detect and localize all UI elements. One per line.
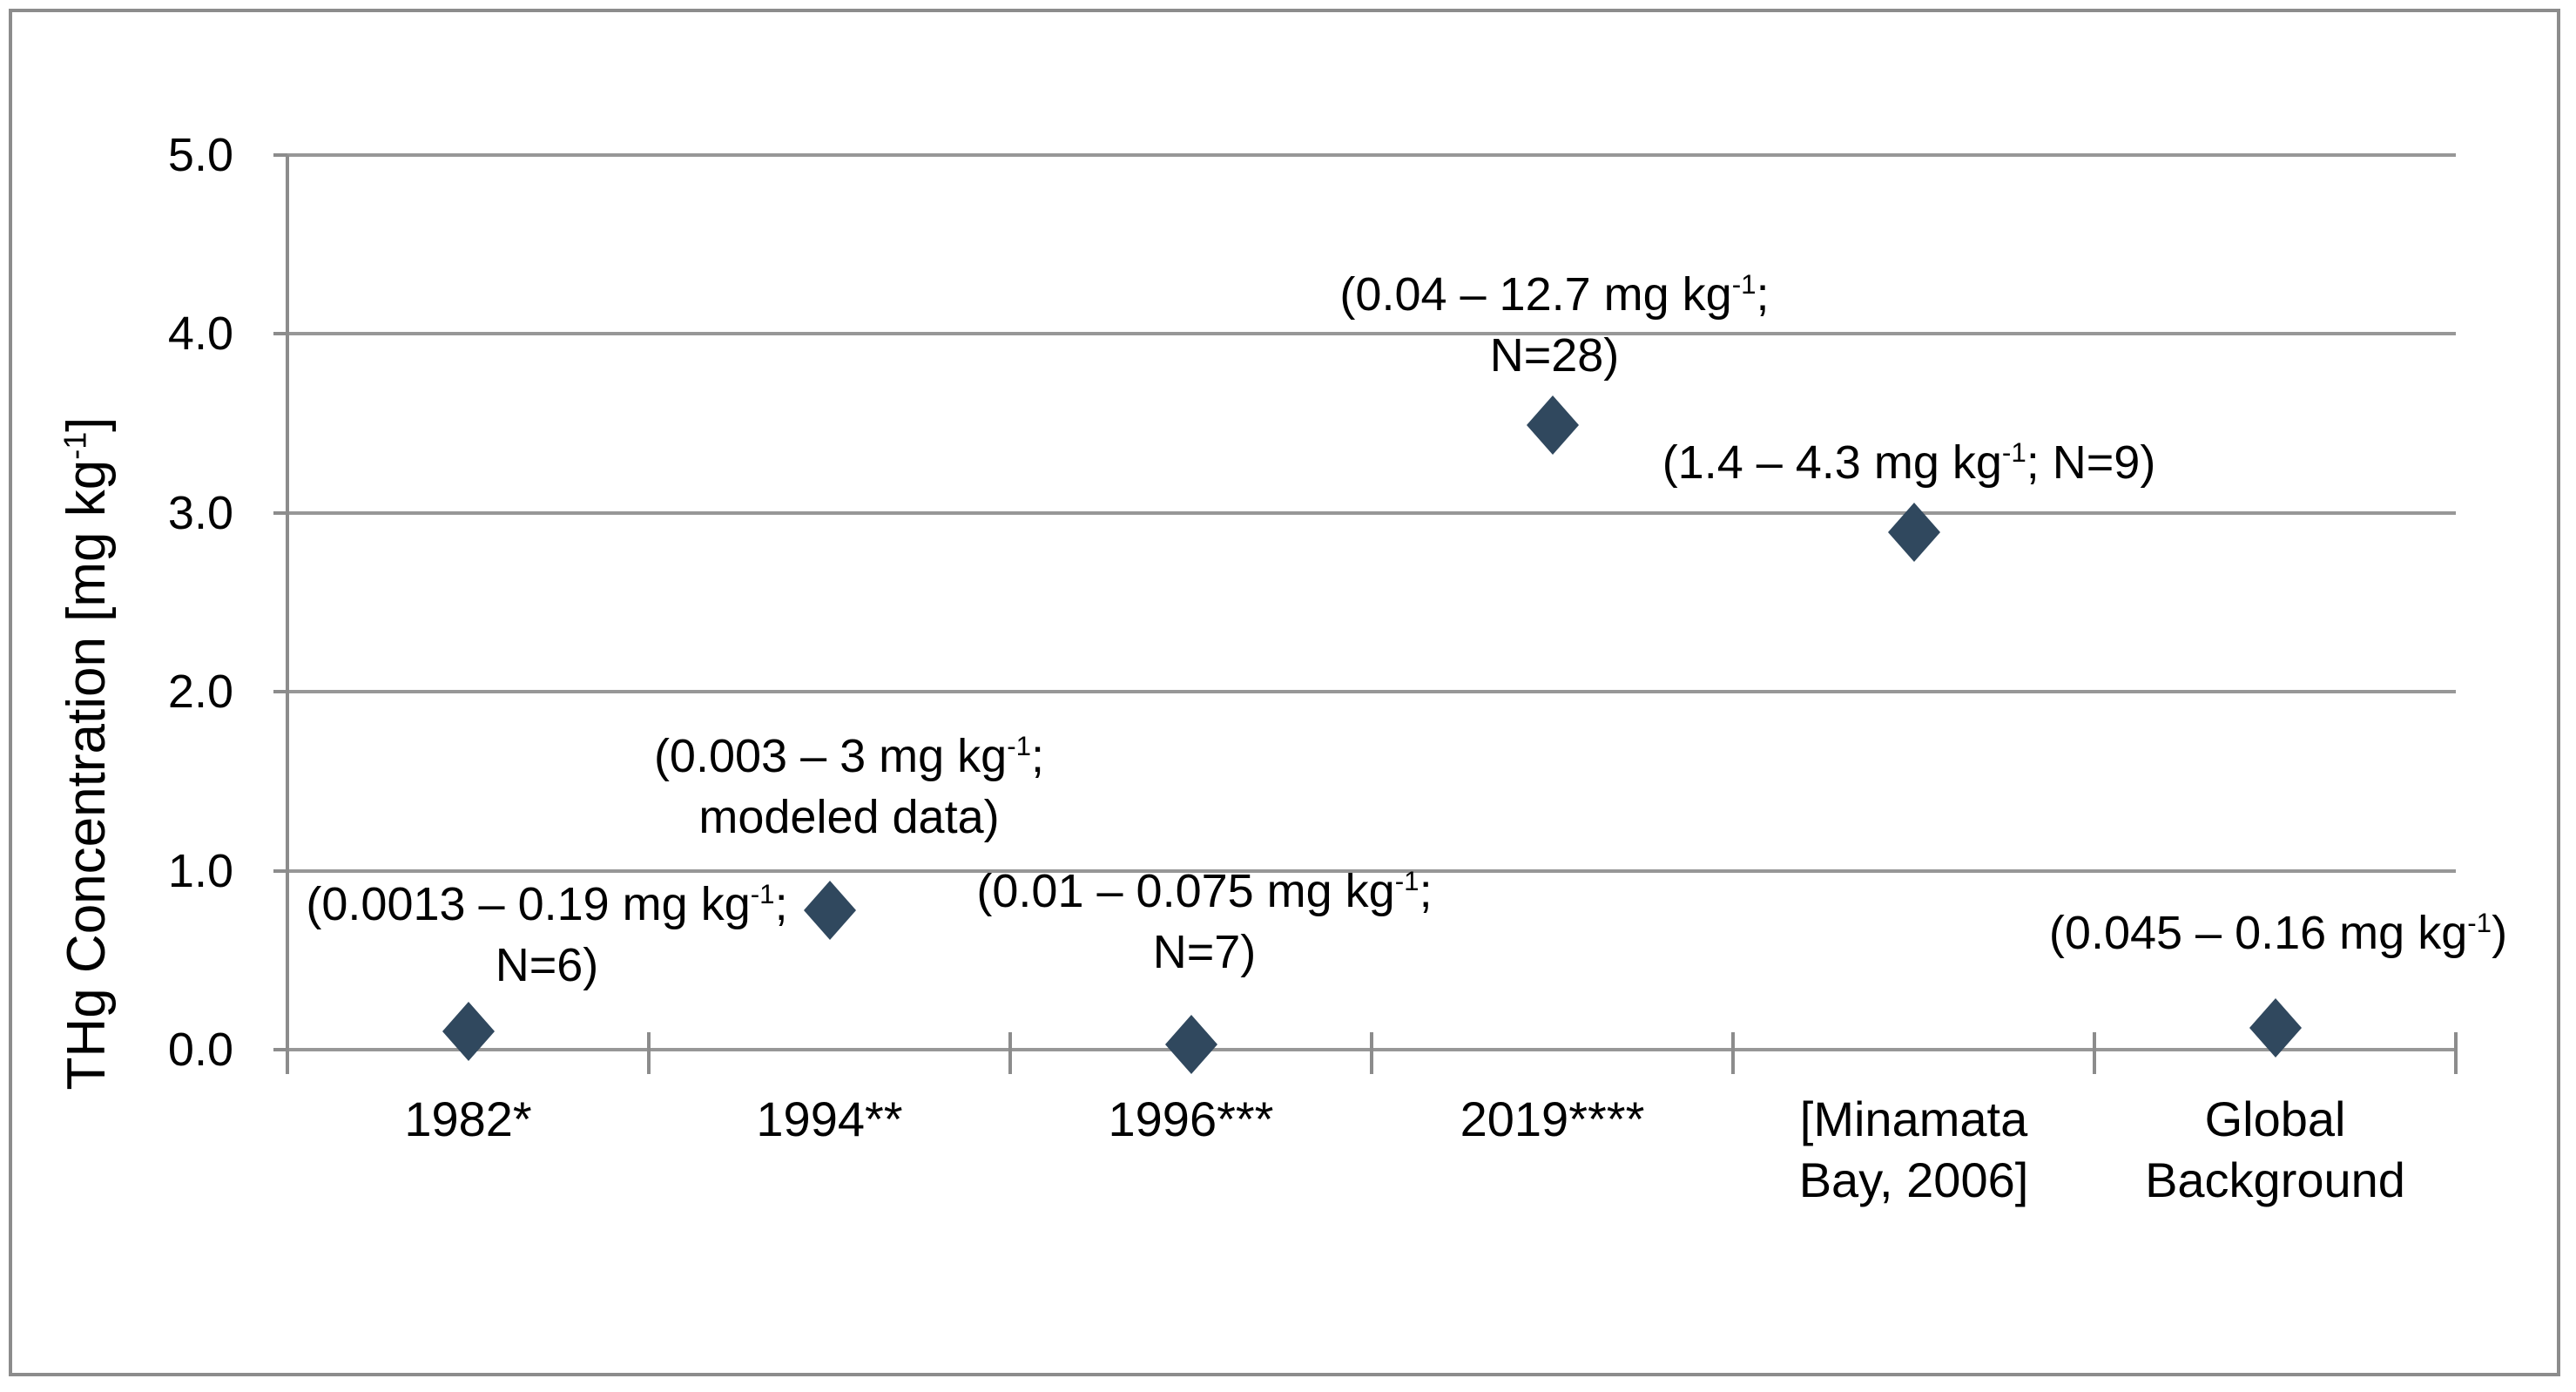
text-run: ; (1419, 865, 1433, 917)
x-axis-tick (2093, 1032, 2096, 1074)
diamond-icon (442, 1002, 495, 1062)
data-label: (0.003 – 3 mg kg-1; modeled data) (654, 726, 1044, 848)
x-category-label-line: Global (2204, 1091, 2346, 1146)
data-label: (0.0013 – 0.19 mg kg-1; N=6) (306, 874, 787, 996)
text-run: ; (1756, 268, 1770, 321)
x-category-label-line: 1994** (756, 1091, 903, 1146)
data-label-line: (0.003 – 3 mg kg-1; (654, 726, 1044, 787)
text-run: (0.045 – 0.16 mg kg (2048, 907, 2468, 959)
x-axis-tick (286, 1032, 289, 1074)
data-label-line: (0.04 – 12.7 mg kg-1; (1339, 264, 1769, 325)
x-axis-tick (1008, 1032, 1012, 1074)
text-run: N=6) (495, 939, 599, 991)
data-label-line: (0.045 – 0.16 mg kg-1) (2049, 902, 2507, 963)
x-category-label: Global Background (2145, 1089, 2405, 1211)
gridline-3.0 (287, 510, 2456, 515)
data-label-line: N=6) (306, 935, 787, 996)
y-axis-tick (273, 1048, 287, 1051)
gridline-2.0 (287, 690, 2456, 694)
data-label-line: (0.01 – 0.075 mg kg-1; (976, 861, 1432, 922)
superscript-text: -1 (1007, 731, 1032, 761)
x-category-label-line: 2019**** (1460, 1091, 1645, 1146)
superscript-text: -1 (1731, 269, 1757, 300)
data-point-marker (2249, 998, 2302, 1058)
diamond-icon (1164, 1014, 1217, 1074)
text-run: (0.01 – 0.075 mg kg (976, 865, 1395, 917)
x-category-label-line: Bay, 2006] (1798, 1152, 2029, 1207)
diamond-icon (1887, 503, 1940, 563)
x-axis-tick (1370, 1032, 1373, 1074)
text-run: modeled data) (698, 791, 1000, 843)
data-label: (1.4 – 4.3 mg kg-1; N=9) (1662, 432, 2156, 493)
x-category-label-line: 1982* (404, 1091, 532, 1146)
gridline-1.0 (287, 868, 2456, 873)
gridline-4.0 (287, 332, 2456, 336)
diamond-icon (2249, 998, 2302, 1058)
diamond-icon (803, 880, 856, 940)
x-category-label: 1994** (756, 1089, 902, 1150)
text-run: ; N=9) (2026, 436, 2156, 489)
x-category-label: 1996*** (1109, 1089, 1274, 1150)
text-run: (0.04 – 12.7 mg kg (1339, 268, 1732, 321)
superscript-text: -1 (2467, 908, 2492, 938)
y-tick-label: 4.0 (167, 307, 233, 361)
chart-border (9, 9, 2560, 1376)
text-run: N=28) (1489, 329, 1620, 382)
diamond-icon (1526, 395, 1579, 456)
y-axis-line (286, 155, 289, 1050)
gridline-5.0 (287, 153, 2456, 157)
y-axis-tick (273, 868, 287, 873)
superscript-text: -1 (1394, 866, 1419, 896)
data-label-line: (0.0013 – 0.19 mg kg-1; (306, 874, 787, 935)
data-point-marker (1887, 503, 1940, 563)
data-label-line: N=28) (1339, 325, 1769, 386)
text-run: ; (774, 878, 788, 930)
data-label-line: N=7) (976, 922, 1432, 983)
y-tick-label: 3.0 (167, 486, 233, 539)
y-tick-label: 5.0 (167, 129, 233, 181)
text-run: N=7) (1152, 926, 1257, 978)
data-label: (0.01 – 0.075 mg kg-1; N=7) (976, 861, 1432, 983)
text-run: (0.0013 – 0.19 mg kg (306, 878, 751, 930)
x-axis-tick (2454, 1032, 2458, 1074)
x-category-label: [Minamata Bay, 2006] (1799, 1089, 2029, 1211)
x-axis-tick (1731, 1032, 1735, 1074)
text-run: (1.4 – 4.3 mg kg (1662, 436, 2002, 489)
x-category-label-line: [Minamata (1799, 1091, 2028, 1146)
y-axis-tick (273, 332, 287, 336)
y-axis-tick (273, 153, 287, 157)
text-run: (0.003 – 3 mg kg (653, 730, 1008, 782)
y-axis-tick (273, 690, 287, 694)
x-category-label-line: 1996*** (1108, 1091, 1274, 1146)
data-point-marker (1164, 1014, 1217, 1074)
data-point-marker (1526, 395, 1579, 456)
data-point-marker (803, 880, 856, 940)
data-label: (0.045 – 0.16 mg kg-1) (2049, 902, 2507, 963)
x-category-label: 1982* (404, 1089, 531, 1150)
superscript-text: -1 (750, 879, 775, 909)
y-axis-tick (273, 510, 287, 515)
data-label-line: (1.4 – 4.3 mg kg-1; N=9) (1662, 432, 2156, 493)
y-tick-label: 1.0 (167, 844, 233, 897)
y-tick-label: 0.0 (167, 1024, 233, 1076)
superscript-text: -1 (2001, 437, 2026, 468)
x-category-label: 2019**** (1460, 1089, 1645, 1150)
data-point-marker (442, 1002, 495, 1062)
text-run: ; (1031, 730, 1045, 782)
data-label-line: modeled data) (654, 787, 1044, 848)
text-run: ) (2492, 907, 2508, 959)
x-category-label-line: Background (2145, 1152, 2405, 1207)
y-tick-label: 2.0 (167, 666, 233, 719)
x-axis-tick (647, 1032, 651, 1074)
data-label: (0.04 – 12.7 mg kg-1; N=28) (1339, 264, 1769, 386)
